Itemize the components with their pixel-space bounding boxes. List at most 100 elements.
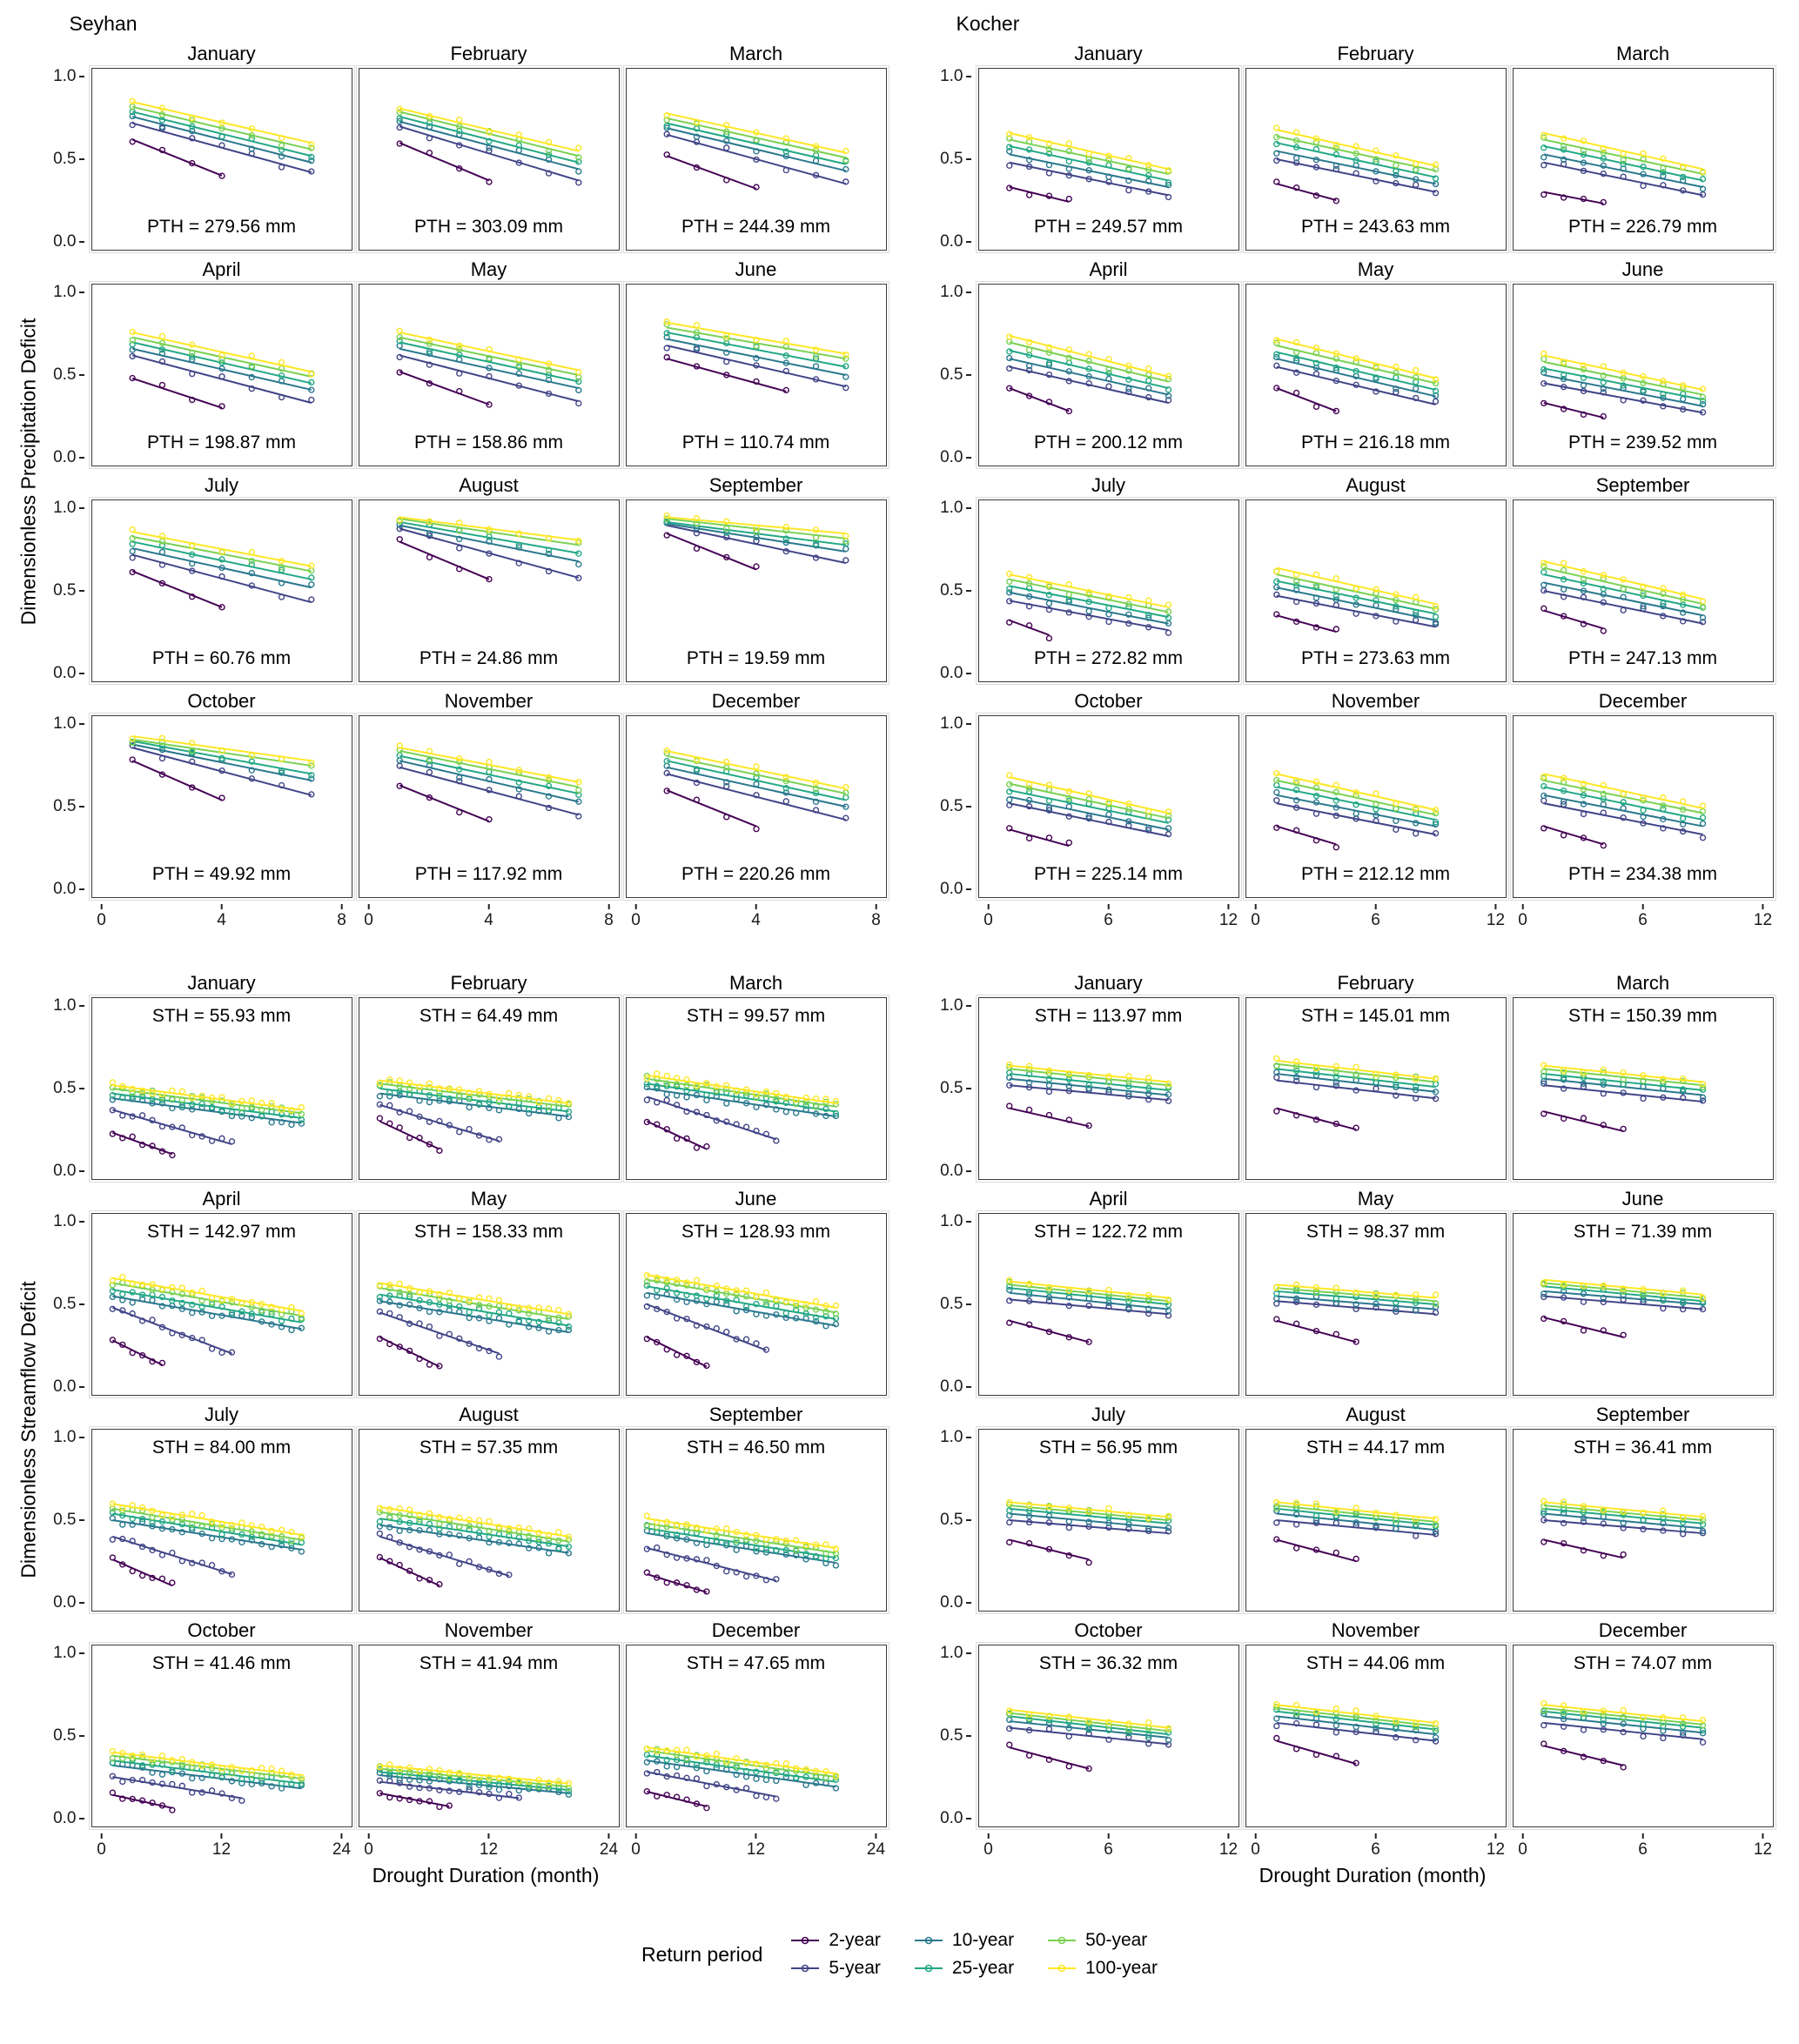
panel-chart: [1540, 350, 1706, 420]
panel-plot: STH = 41.46 mm: [88, 1642, 355, 1830]
y-tick-label: 1.0: [53, 996, 77, 1015]
grid-kocher-precipitation: 0.0 0.5 1.0 January PTH = 249.57 mm February P…: [934, 42, 1776, 931]
threshold-annotation: STH = 41.94 mm: [419, 1653, 559, 1673]
series-100-year: [1005, 1498, 1171, 1522]
panel-chart: [1005, 1498, 1171, 1566]
series-10-year: [1005, 354, 1171, 399]
facet-title: July: [1091, 474, 1126, 496]
series-5-year: [1540, 1080, 1706, 1104]
facet-title: September: [708, 1404, 803, 1425]
panel-chart: [1005, 1277, 1171, 1345]
threshold-annotation: PTH = 249.57 mm: [1034, 217, 1183, 237]
series-5-year: [396, 526, 581, 581]
series-100-year: [1272, 770, 1439, 814]
threshold-annotation: STH = 36.41 mm: [1573, 1438, 1713, 1458]
threshold-annotation: STH = 74.07 mm: [1573, 1653, 1713, 1673]
series-10-year: [1005, 148, 1171, 189]
series-2-year: [1005, 1538, 1092, 1566]
y-tick-label: 0.5: [940, 1726, 963, 1745]
series-5-year: [1540, 797, 1706, 841]
facet-title: June: [1621, 258, 1664, 280]
panel-chart: [1005, 131, 1171, 203]
legend-key-line-circle-icon: [791, 1964, 820, 1973]
facet-title: June: [1621, 1188, 1664, 1210]
y-axis-ticks: 0.0 0.5 1.0: [47, 258, 85, 466]
series-10-year: [1005, 1286, 1171, 1314]
series-2-year: [396, 369, 493, 408]
x-tick-label: 8: [871, 911, 881, 929]
series-100-year: [1272, 566, 1439, 610]
legend-entry-label: 100-year: [1085, 1958, 1158, 1978]
series-100-year: [1272, 337, 1439, 383]
threshold-annotation: STH = 36.32 mm: [1038, 1653, 1178, 1673]
panel-kocher-precipitation-june: June PTH = 239.52 mm: [1509, 258, 1776, 469]
panel-plot: STH = 56.95 mm: [975, 1426, 1242, 1614]
y-tick-label: 0.5: [53, 581, 77, 600]
panel-chart: [396, 327, 581, 408]
panel-kocher-precipitation-august: August PTH = 273.63 mm: [1242, 473, 1509, 685]
series-10-year: [1005, 1074, 1171, 1098]
panel-plot: PTH = 60.76 mm: [88, 497, 355, 685]
panel-seyhan-precipitation-june: June PTH = 110.74 mm: [622, 258, 889, 469]
series-100-year: [1272, 1700, 1439, 1727]
series-2-year: [1540, 605, 1607, 634]
x-tick-label: 0: [983, 1840, 993, 1859]
panel-seyhan-precipitation-february: February PTH = 303.09 mm: [355, 42, 622, 253]
threshold-annotation: PTH = 216.18 mm: [1301, 432, 1450, 452]
panel-kocher-precipitation-march: March PTH = 226.79 mm: [1509, 42, 1776, 253]
series-10-year: [1005, 589, 1171, 627]
panel-chart: [1005, 570, 1171, 642]
y-tick-label: 0.5: [940, 365, 963, 384]
facet-title: January: [1074, 972, 1143, 994]
x-axis-spacer: [934, 1834, 972, 1860]
series-2-year: [1005, 619, 1052, 642]
facet-title: October: [187, 1619, 256, 1641]
series-5-year: [1540, 1721, 1706, 1746]
x-axis-ticks: 0 6 12: [978, 1834, 1239, 1860]
x-tick-label: 12: [1486, 911, 1506, 929]
panel-kocher-streamflow-march: March STH = 150.39 mm: [1509, 971, 1776, 1183]
streamflow-block: Dimensionless Streamflow Deficit 0.0 0.5 1…: [10, 971, 1789, 1887]
series-100-year: [1540, 1278, 1706, 1302]
series-100-year: [376, 1280, 572, 1317]
y-tick-label: 0.5: [53, 1295, 77, 1313]
y-tick-label: 1.0: [53, 1212, 77, 1230]
series-10-year: [109, 1094, 305, 1129]
facet-title: February: [450, 43, 527, 64]
panel-chart: [1540, 1699, 1706, 1771]
y-axis-ticks: 0.0 0.5 1.0: [47, 1403, 85, 1612]
y-tick-label: 1.0: [940, 1428, 963, 1446]
region-col-kocher-precipitation: Kocher 0.0 0.5 1.0 January PTH = 249.57 mm Fe…: [934, 12, 1776, 931]
facet-title: March: [1615, 972, 1670, 994]
threshold-annotation: STH = 84.00 mm: [151, 1438, 292, 1458]
series-25-year: [109, 1287, 305, 1324]
facet-title: May: [470, 258, 507, 280]
y-axis-label-streamflow: Dimensionless Streamflow Deficit: [17, 1280, 39, 1578]
series-100-year: [1005, 1061, 1171, 1087]
series-10-year: [1272, 150, 1439, 188]
panel-chart: [1272, 124, 1439, 204]
panel-plot: STH = 145.01 mm: [1242, 995, 1509, 1183]
y-tick-label: 0.0: [53, 880, 77, 898]
threshold-annotation: STH = 44.06 mm: [1306, 1653, 1446, 1673]
threshold-annotation: STH = 145.01 mm: [1301, 1006, 1450, 1026]
y-tick-label: 0.0: [53, 1162, 77, 1180]
series-5-year: [1005, 161, 1171, 201]
y-tick-label: 0.5: [940, 797, 963, 815]
series-2-year: [129, 138, 225, 179]
panel-plot: PTH = 24.86 mm: [355, 497, 622, 685]
y-tick-label: 0.0: [940, 448, 963, 466]
y-axis-ticks: 0.0 0.5 1.0: [934, 42, 972, 251]
x-tick-label: 0: [631, 1840, 641, 1859]
series-5-year: [109, 1773, 245, 1805]
x-tick-label: 24: [866, 1840, 886, 1859]
panel-chart: [1540, 1498, 1706, 1559]
panel-seyhan-precipitation-march: March PTH = 244.39 mm: [622, 42, 889, 253]
x-axis-spacer: [47, 905, 85, 931]
panel-chart: [129, 526, 314, 611]
series-2-year: [1272, 385, 1339, 415]
series-2-year: [109, 1337, 165, 1367]
panel-plot: STH = 142.97 mm: [88, 1210, 355, 1398]
panel-seyhan-streamflow-february: February STH = 64.49 mm: [355, 971, 622, 1183]
series-2-year: [129, 756, 225, 801]
